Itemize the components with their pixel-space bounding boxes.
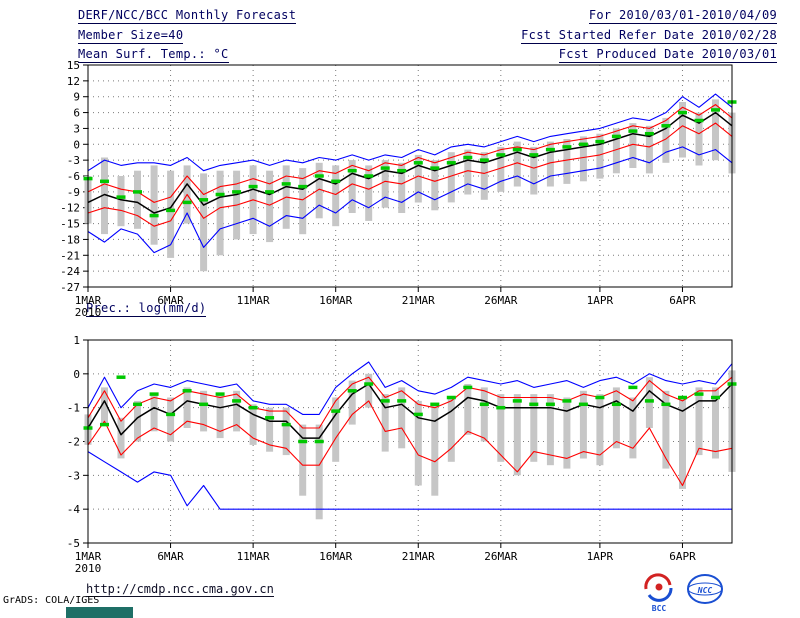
fcst-started-label: Fcst Started Refer Date 2010/02/28 <box>521 28 777 44</box>
y-tick-label: -4 <box>67 503 81 516</box>
series-lines <box>87 93 733 254</box>
bcc-logo: BCC <box>644 573 673 613</box>
y-tick-label: 12 <box>67 75 80 88</box>
page-title: DERF/NCC/BCC Monthly Forecast <box>78 8 297 24</box>
y-tick-label: 3 <box>73 122 80 135</box>
bcc-logo-label: BCC <box>652 604 667 613</box>
x-tick-label: 1MAR <box>75 550 102 563</box>
ensemble-mean-line <box>87 111 733 214</box>
x-tick-label: 6APR <box>669 294 696 307</box>
x-tick-label: 26MAR <box>484 550 517 563</box>
x-tick-label: 16MAR <box>319 294 352 307</box>
y-tick-label: -3 <box>67 469 80 482</box>
plot-frame <box>87 339 733 544</box>
precip-panel-title: Prec.: log(mm/d) <box>86 301 207 317</box>
y-tick-label: -6 <box>67 170 80 183</box>
y-tick-label: -18 <box>60 233 80 246</box>
fcst-produced-label: Fcst Produced Date 2010/03/01 <box>558 47 777 63</box>
y-tick-label: -24 <box>60 265 80 278</box>
gridlines: 15 12 9 6 3 0 -3 -6 -9 -12 -15 -18 -21 -24 -271MAR2010… <box>60 59 732 319</box>
y-tick-label: -21 <box>60 249 80 262</box>
x-tick-label: 26MAR <box>484 294 517 307</box>
ensemble-min-line <box>87 146 733 254</box>
y-tick-label: 15 <box>67 59 80 72</box>
x-year-label: 2010 <box>75 562 102 575</box>
y-tick-label: -9 <box>67 186 80 199</box>
ensemble-mean-line <box>87 383 733 439</box>
spread-bars <box>84 99 736 272</box>
y-tick-label: -2 <box>67 436 80 449</box>
forecast-range-label: For 2010/03/01-2010/04/09 <box>588 8 777 24</box>
x-tick-label: 1MAR <box>75 294 102 307</box>
x-tick-label: 1APR <box>587 294 614 307</box>
x-tick-label: 1APR <box>587 550 614 563</box>
x-tick-label: 11MAR <box>237 550 270 563</box>
x-tick-label: 21MAR <box>402 550 435 563</box>
source-url-link[interactable]: http://cmdp.ncc.cma.gov.cn <box>86 582 274 597</box>
y-tick-label: -27 <box>60 281 80 294</box>
ensemble-max-line <box>87 361 733 415</box>
ncc-logo: NCC <box>687 574 723 604</box>
temp-panel-title: Mean Surf. Temp.: °C <box>78 47 229 63</box>
y-tick-label: -3 <box>67 154 80 167</box>
lower-quartile-line <box>87 400 733 487</box>
ensemble-max-line <box>87 93 733 172</box>
lower-quartile-line <box>87 122 733 227</box>
y-tick-label: -5 <box>67 537 80 550</box>
x-tick-label: 21MAR <box>402 294 435 307</box>
x-tick-label: 16MAR <box>319 550 352 563</box>
x-tick-label: 11MAR <box>237 294 270 307</box>
x-tick-label: 6MAR <box>157 550 184 563</box>
y-tick-label: 9 <box>73 91 80 104</box>
x-tick-label: 6MAR <box>157 294 184 307</box>
y-tick-label: 6 <box>73 107 80 120</box>
y-tick-label: 1 <box>73 334 80 347</box>
upper-quartile-line <box>87 376 733 429</box>
x-tick-label: 6APR <box>669 550 696 563</box>
ncc-logo-label: NCC <box>697 586 713 595</box>
grads-credit: GrADS: COLA/IGES <box>3 595 100 606</box>
y-tick-label: 0 <box>73 368 80 381</box>
y-tick-label: -15 <box>60 218 80 231</box>
member-size-label: Member Size=40 <box>78 28 184 44</box>
ensemble-min-line <box>87 451 732 510</box>
series-lines <box>87 361 733 510</box>
obs-markers <box>83 375 737 444</box>
y-tick-label: 0 <box>73 138 80 151</box>
y-tick-label: -1 <box>67 402 80 415</box>
x-year-label: 2010 <box>75 306 102 319</box>
y-tick-label: -12 <box>60 202 80 215</box>
plot-frame <box>87 64 733 288</box>
temp-panel: 15 12 9 6 3 0 -3 -6 -9 -12 -15 -18 -21 -24 -271MAR2010… <box>60 59 737 319</box>
window-strip <box>66 607 133 618</box>
upper-quartile-line <box>87 104 733 203</box>
